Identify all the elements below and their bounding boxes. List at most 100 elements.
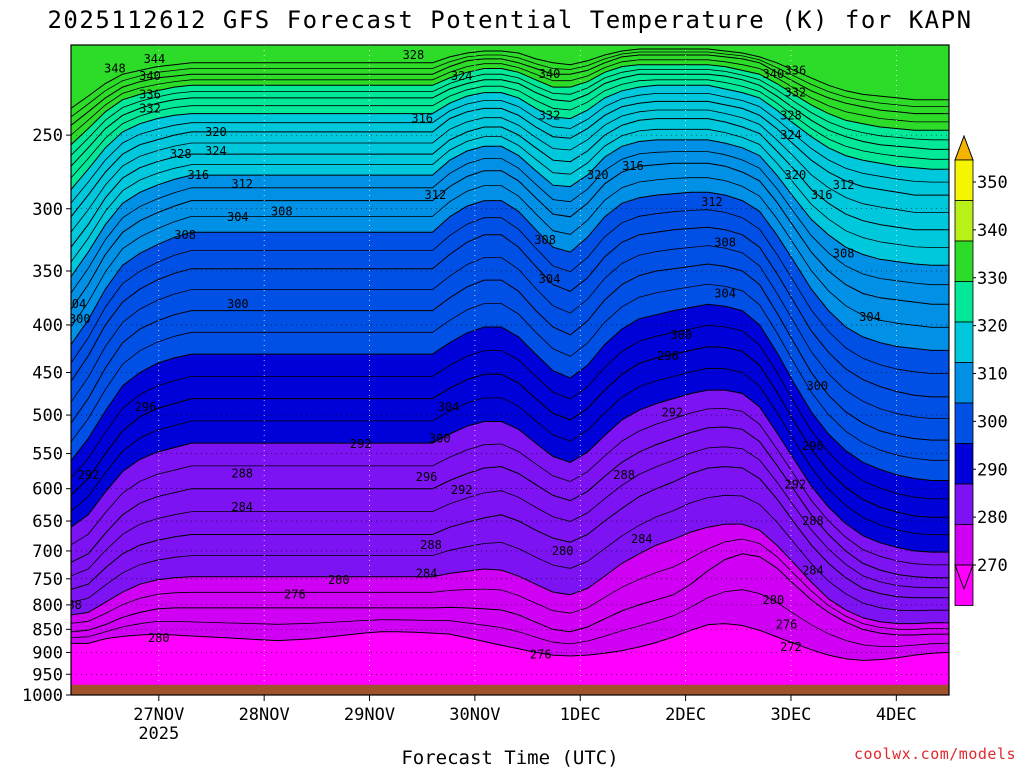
contour-label: 312 <box>231 177 253 191</box>
x-tick-sublabel: 2025 <box>138 724 179 744</box>
contour-label: 300 <box>670 328 692 342</box>
colorbar-label: 320 <box>977 317 1008 337</box>
contour-label: 288 <box>613 468 635 482</box>
y-tick-label: 600 <box>32 480 63 500</box>
isentrope-322 <box>71 128 949 263</box>
contour-label: 344 <box>144 52 166 66</box>
contour-label: 272 <box>780 640 802 654</box>
isentrope-348 <box>71 48 949 109</box>
contour-label: 336 <box>139 87 161 101</box>
contour-label: 316 <box>811 188 833 202</box>
x-tick-label: 4DEC <box>876 705 917 725</box>
contour-label: 284 <box>416 566 438 580</box>
y-tick-label: 900 <box>32 643 63 663</box>
colorbar-label: 280 <box>977 508 1008 528</box>
contour-label: 328 <box>170 147 192 161</box>
isentrope-288 <box>71 426 949 579</box>
x-axis-label: Forecast Time (UTC) <box>401 747 618 768</box>
contour-label: 328 <box>403 48 425 62</box>
contour-label: 308 <box>174 228 196 242</box>
contour-label: 276 <box>284 588 306 602</box>
y-tick-label: 750 <box>32 570 63 590</box>
isentrope-320 <box>71 139 949 277</box>
contour-label: 300 <box>227 297 249 311</box>
isentrope-326 <box>71 109 949 233</box>
contour-label: 288 <box>802 514 824 528</box>
isentrope-318 <box>71 151 949 294</box>
contour-label: 304 <box>65 297 87 311</box>
contour-label: 284 <box>631 532 653 546</box>
isentrope-300 <box>71 303 949 481</box>
contour-label: 300 <box>806 379 828 393</box>
colorbar-label: 290 <box>977 460 1008 480</box>
contour-label: 288 <box>60 598 82 612</box>
y-tick-label: 650 <box>32 512 63 532</box>
x-tick-label: 28NOV <box>239 705 290 725</box>
colorbar-segment <box>954 281 974 323</box>
y-tick-label: 400 <box>32 316 63 336</box>
isentrope-298 <box>71 324 949 500</box>
contour-label: 332 <box>139 101 161 115</box>
colorbar: 350 340 330 320 310 300 290 280 270 <box>954 134 1008 606</box>
isentrope-276 <box>71 553 949 636</box>
contour-label: 296 <box>135 400 157 414</box>
colorbar-segment <box>954 240 974 282</box>
isentrope-314 <box>71 177 949 328</box>
colorbar-segment <box>954 200 974 242</box>
credit-text[interactable]: coolwx.com/models <box>854 745 1016 763</box>
colorbar-arrow-top <box>954 134 974 161</box>
isentrope-344 <box>71 54 949 126</box>
y-tick-label: 800 <box>32 596 63 616</box>
isentrope-278 <box>71 538 949 630</box>
contour-label: 308 <box>534 233 556 247</box>
isentrope-332 <box>71 84 949 190</box>
contour-label: 292 <box>350 437 372 451</box>
isentrope-328 <box>71 100 949 218</box>
y-tick-label: 550 <box>32 445 63 465</box>
contour-label: 288 <box>231 467 253 481</box>
isentrope-330 <box>71 93 949 204</box>
contour-label: 328 <box>780 108 802 122</box>
isentrope-290 <box>71 408 949 566</box>
y-tick-label: 700 <box>32 542 63 562</box>
y-tick-label: 350 <box>32 262 63 282</box>
isentrope-316 <box>71 162 949 310</box>
y-tick-label: 950 <box>32 665 63 685</box>
contour-label: 320 <box>205 125 227 139</box>
isentrope-282 <box>71 494 949 612</box>
colorbar-label: 270 <box>977 556 1008 576</box>
contour-label: 320 <box>785 168 807 182</box>
contour-label: 276 <box>530 648 552 662</box>
contour-label: 332 <box>785 86 807 100</box>
x-tick-label: 29NOV <box>344 705 395 725</box>
contour-label: 308 <box>271 204 293 218</box>
contour-label: 340 <box>139 69 161 83</box>
contour-label: 340 <box>539 67 561 81</box>
isentrope-340 <box>71 64 949 146</box>
isentrope-304 <box>71 263 949 441</box>
colorbar-segment <box>954 483 974 525</box>
isentrope-306 <box>71 245 949 419</box>
contour-label: 312 <box>833 178 855 192</box>
contour-label: 316 <box>411 112 433 126</box>
isentrope-346 <box>71 51 949 118</box>
contour-label: 280 <box>328 573 350 587</box>
isentrope-324 <box>71 118 949 248</box>
colorbar-segment <box>954 524 974 566</box>
isentrope-308 <box>71 226 949 398</box>
isentrope-342 <box>71 59 949 136</box>
isentrope-274 <box>71 589 949 647</box>
ground-surface <box>71 684 949 695</box>
contour-label: 280 <box>148 631 170 645</box>
isentrope-272 <box>71 623 949 661</box>
contour-label: 316 <box>187 168 209 182</box>
y-tick-label: 850 <box>32 620 63 640</box>
y-tick-label: 500 <box>32 406 63 426</box>
contour-label: 304 <box>859 310 881 324</box>
colorbar-segment <box>954 159 974 201</box>
plot-frame <box>70 44 950 696</box>
contour-label: 308 <box>714 235 736 249</box>
colorbar-label: 350 <box>977 173 1008 193</box>
